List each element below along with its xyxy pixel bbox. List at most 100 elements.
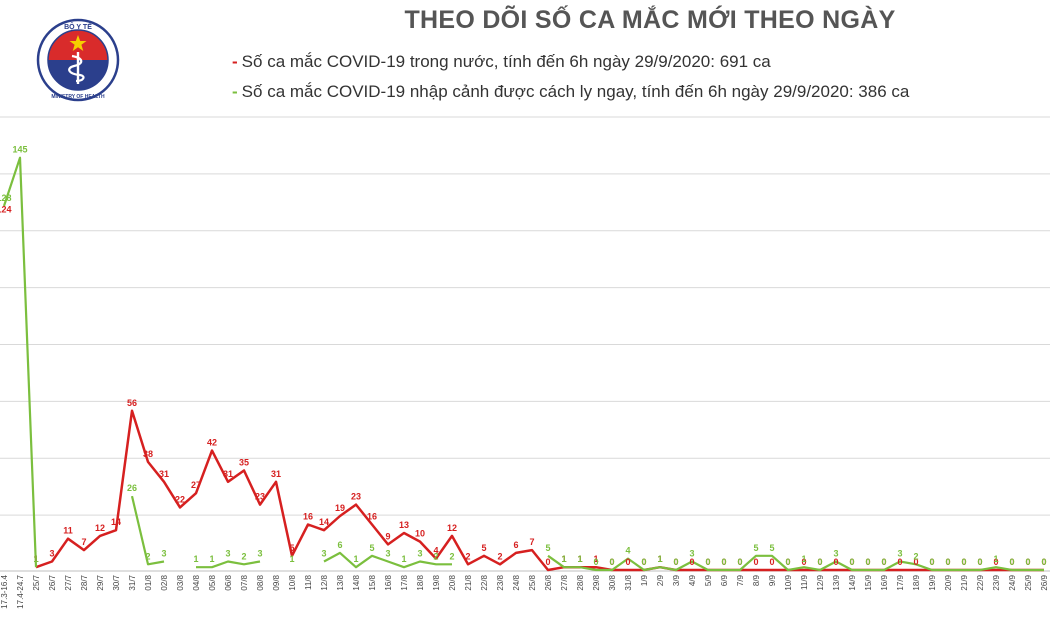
imported-data-label: 0 [641,557,646,567]
domestic-data-label: 9 [385,531,390,541]
x-tick-label: 10/9 [784,574,793,590]
domestic-data-label: 0 [721,557,726,567]
x-tick-label: 18/9 [912,574,921,590]
ministry-of-health-logo: BỘ Y TẾ MINISTRY OF HEALTH [36,18,120,102]
x-tick-label: 26/8 [544,574,553,590]
imported-data-label: 3 [833,548,838,558]
x-tick-label: 10/8 [288,574,297,590]
domestic-data-label: 0 [625,557,630,567]
imported-data-label: 0 [945,557,950,567]
x-tick-label: 07/8 [240,574,249,590]
domestic-data-label: 14 [319,517,329,527]
imported-data-label: 3 [417,548,422,558]
x-tick-label: 8/9 [752,574,761,586]
legend-imported: - Số ca mắc COVID-19 nhập cảnh được cách … [232,82,909,102]
imported-data-label: 1 [289,554,294,564]
domestic-data-label: 0 [961,557,966,567]
imported-data-label: 0 [593,557,598,567]
x-tick-label: 23/9 [992,574,1001,590]
domestic-data-label: 0 [753,557,758,567]
imported-data-label: 0 [929,557,934,567]
x-tick-label: 9/9 [768,574,777,586]
imported-data-label: 5 [753,543,758,553]
imported-data-label: 0 [865,557,870,567]
x-tick-label: 24/9 [1008,574,1017,590]
x-tick-label: 25/7 [32,574,41,590]
x-tick-label: 19/9 [928,574,937,590]
domestic-data-label: 10 [415,529,425,539]
domestic-data-label: 0 [801,557,806,567]
imported-data-label: 0 [977,557,982,567]
domestic-data-label: 2 [497,551,502,561]
x-tick-label: 31/7 [128,574,137,590]
domestic-data-label: 0 [689,557,694,567]
x-tick-label: 17.4-24.7 [16,574,25,608]
x-tick-label: 12/8 [320,574,329,590]
x-tick-label: 15/9 [864,574,873,590]
imported-data-label: 0 [705,557,710,567]
domestic-data-label: 0 [929,557,934,567]
imported-data-label: 1 [657,554,662,564]
domestic-data-label: 1 [657,554,662,564]
imported-series-line [130,495,165,566]
x-tick-label: 03/8 [176,574,185,590]
imported-data-label: 3 [897,548,902,558]
domestic-data-label: 31 [223,469,233,479]
legend-domestic-marker: - [232,52,238,71]
domestic-data-label: 0 [881,557,886,567]
domestic-series-line [35,409,1044,572]
imported-data-label: 0 [721,557,726,567]
domestic-data-label: 1 [561,554,566,564]
x-tick-label: 17.3-16.4 [0,574,9,608]
x-tick-label: 16/8 [384,574,393,590]
domestic-data-label: 0 [737,557,742,567]
domestic-data-label: 22 [175,494,185,504]
domestic-data-label: 23 [255,492,265,502]
domestic-data-label: 11 [63,526,73,536]
x-tick-label: 19/8 [432,574,441,590]
domestic-data-label: 0 [945,557,950,567]
x-tick-label: 14/8 [352,574,361,590]
imported-data-label: 1 [353,554,358,564]
x-tick-label: 30/7 [112,574,121,590]
domestic-data-label: 38 [143,449,153,459]
x-tick-label: 6/9 [720,574,729,586]
domestic-data-label: 0 [817,557,822,567]
domestic-data-label: 42 [207,438,217,448]
domestic-data-label: 5 [481,543,486,553]
imported-data-label: 5 [545,543,550,553]
x-tick-label: 16/9 [880,574,889,590]
imported-data-label: 1 [193,554,198,564]
imported-data-label: 0 [1041,557,1046,567]
imported-data-label: 1 [993,554,998,564]
domestic-data-label: 0 [977,557,982,567]
legend-domestic-label: Số ca mắc COVID-19 trong nước, tính đến … [241,52,771,71]
x-tick-label: 13/9 [832,574,841,590]
x-tick-label: 25/9 [1024,574,1033,590]
logo-text-bottom: MINISTRY OF HEALTH [51,94,105,100]
imported-data-label: 145 [12,145,27,155]
x-tick-label: 1/9 [640,574,649,586]
x-tick-label: 11/8 [304,574,313,590]
domestic-data-label: 31 [271,469,281,479]
domestic-data-label: 12 [447,523,457,533]
x-tick-label: 29/8 [592,574,601,590]
domestic-data-label: 0 [673,557,678,567]
x-tick-label: 21/8 [464,574,473,590]
x-tick-label: 13/8 [336,574,345,590]
x-tick-label: 28/7 [80,574,89,590]
imported-data-label: 3 [225,548,230,558]
imported-data-label: 6 [337,540,342,550]
imported-data-label: 0 [849,557,854,567]
domestic-data-label: 0 [545,557,550,567]
imported-data-label: 1 [801,554,806,564]
imported-data-label: 0 [785,557,790,567]
x-tick-label: 25/8 [528,574,537,590]
x-tick-label: 09/8 [272,574,281,590]
domestic-data-label: 0 [849,557,854,567]
imported-data-label: 0 [961,557,966,567]
x-tick-label: 01/8 [144,574,153,590]
imported-data-label: 1 [209,554,214,564]
x-tick-label: 23/8 [496,574,505,590]
imported-data-label: 0 [881,557,886,567]
